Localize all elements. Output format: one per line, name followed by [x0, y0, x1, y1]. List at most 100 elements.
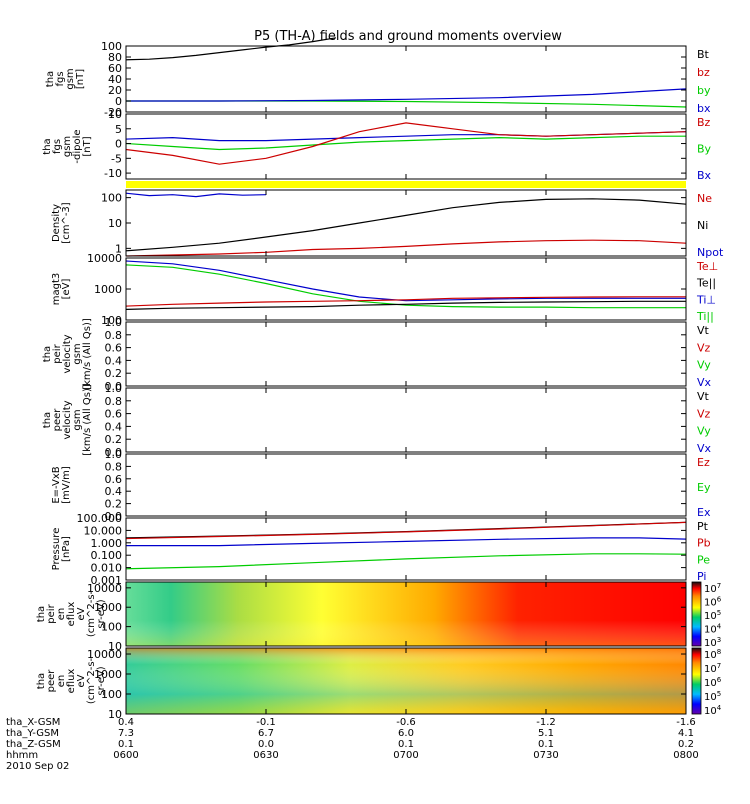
x-tick-label-y-gsm: 6.0	[398, 728, 414, 739]
colorbar-label: 105	[704, 609, 721, 622]
y-tick-label: 0.001	[91, 574, 123, 587]
mode-flag-bar	[126, 181, 686, 188]
y-axis-label: peir	[52, 343, 63, 363]
colorbar-label: 104	[704, 704, 722, 717]
y-tick-label: 0.6	[105, 342, 123, 355]
y-axis-label: gsm	[72, 409, 83, 430]
series-by-line	[126, 100, 687, 108]
y-axis-label: en	[56, 608, 67, 621]
x-tick-label-hhmm: 0730	[533, 750, 558, 761]
legend-Bt: Bt	[697, 48, 710, 61]
y-axis-label: [cm^-3]	[61, 202, 72, 243]
panel-fgs-components: 10 5 0-5 -10 tha fgs gsm -dipole [nT] Bz By Bx	[42, 108, 712, 182]
y-tick-label: 0.4	[105, 485, 123, 498]
y-tick-label: 0	[115, 138, 122, 151]
y-axis-label: (cm^2-s-	[86, 590, 97, 637]
y-tick-label: 0.6	[105, 408, 123, 421]
y-axis-label: E=-VxB	[51, 466, 62, 503]
legend-bz: bz	[697, 66, 710, 79]
series-Ni-line	[125, 198, 687, 252]
x-tick-label-x-gsm: 0.4	[118, 717, 134, 728]
y-tick-label: 60	[108, 62, 122, 75]
panel-frame	[125, 517, 687, 581]
colorbar-label: 104	[704, 623, 722, 636]
y-tick-label: 20	[108, 84, 122, 97]
y-tick-label: 0.4	[105, 354, 123, 367]
colorbar-label: 108	[704, 648, 721, 661]
x-tick-label-z-gsm: 0.0	[258, 739, 274, 750]
y-axis-label: gsm	[72, 343, 83, 364]
legend-By: By	[697, 143, 712, 156]
y-tick-label: 0.010	[91, 562, 123, 575]
legend-Vy: Vy	[697, 359, 711, 372]
legend-bx: bx	[697, 102, 711, 115]
x-tick-label-z-gsm: 0.1	[538, 739, 554, 750]
colorbar-label: 107	[704, 582, 721, 595]
legend-Npot: Npot	[697, 246, 724, 259]
x-tick-label-x-gsm: -1.6	[676, 717, 696, 728]
y-axis-label: Pressure	[51, 528, 62, 571]
y-axis-label: eflux	[66, 602, 77, 627]
legend-Pe: Pe	[697, 553, 710, 566]
y-tick-label: 10	[108, 640, 122, 653]
legend-Vt: Vt	[697, 390, 710, 403]
y-axis-label: tha	[42, 346, 53, 362]
x-tick-label-x-gsm: -1.2	[536, 717, 556, 728]
y-axis-label: tha	[42, 138, 53, 154]
y-axis-label: gsm	[65, 68, 76, 89]
spectrogram-overlay	[126, 582, 686, 646]
y-tick-label: 0.2	[105, 498, 123, 511]
colorbar-label: 105	[704, 690, 721, 703]
y-axis-label: velocity	[62, 400, 73, 439]
series-Te||-line	[125, 300, 686, 310]
colorbar-label: 106	[704, 596, 722, 609]
y-tick-label: 0.8	[105, 460, 123, 473]
y-tick-label: 100	[101, 314, 122, 327]
y-tick-label: -10	[104, 167, 122, 180]
legend-Pb: Pb	[697, 537, 711, 550]
y-axis-label: -dipole	[72, 129, 83, 163]
y-tick-label: 40	[108, 73, 122, 86]
y-tick-label: 0.0	[105, 446, 123, 459]
y-axis-label: eV	[76, 607, 87, 620]
legend-Vz: Vz	[697, 341, 711, 354]
y-axis-label: tha	[36, 673, 47, 689]
y-axis-label: tha	[36, 606, 47, 622]
y-axis-label: peir	[46, 603, 57, 623]
y-axis-label: en	[56, 675, 67, 688]
colorbar-label: 106	[704, 676, 722, 689]
series-Pt-line	[125, 521, 687, 539]
y-tick-label: 0.100	[91, 549, 123, 562]
y-tick-label: 100	[101, 192, 122, 205]
panel-density: 100 10 1 Density [cm^-3] Ne Ni Npot	[51, 189, 724, 259]
y-axis-label: magt3	[51, 273, 62, 306]
legend-Vt: Vt	[697, 324, 710, 337]
y-tick-label: 5	[115, 123, 122, 136]
y-axis-label: [km/s (All Qs)]	[82, 384, 93, 456]
y-axis-label: [eV]	[61, 279, 72, 300]
x-row-label-x-gsm: tha_X-GSM	[6, 717, 60, 728]
series-Ti⊥-line	[125, 260, 686, 302]
series-Ne-line	[125, 239, 687, 257]
series-Pi-line	[126, 537, 687, 547]
x-tick-label-z-gsm: 0.1	[118, 739, 134, 750]
series-bx-line	[126, 88, 687, 102]
x-tick-label-x-gsm: -0.6	[396, 717, 416, 728]
x-tick-label-z-gsm: 0.2	[678, 739, 694, 750]
x-tick-label-y-gsm: 4.1	[678, 728, 694, 739]
series-By-line	[125, 135, 686, 151]
panel-temperature: 10000 1000 100 magt3 [eV] Te⊥ Te|| Ti⊥ Ti||	[51, 252, 718, 327]
x-row-label-hhmm: hhmm	[6, 750, 38, 761]
series-Pe-line	[125, 553, 687, 570]
legend-Vx: Vx	[697, 442, 712, 455]
y-tick-label: 1.0	[105, 448, 123, 461]
y-tick-label: 0.6	[105, 473, 123, 486]
date-label: 2010 Sep 02	[6, 761, 69, 772]
